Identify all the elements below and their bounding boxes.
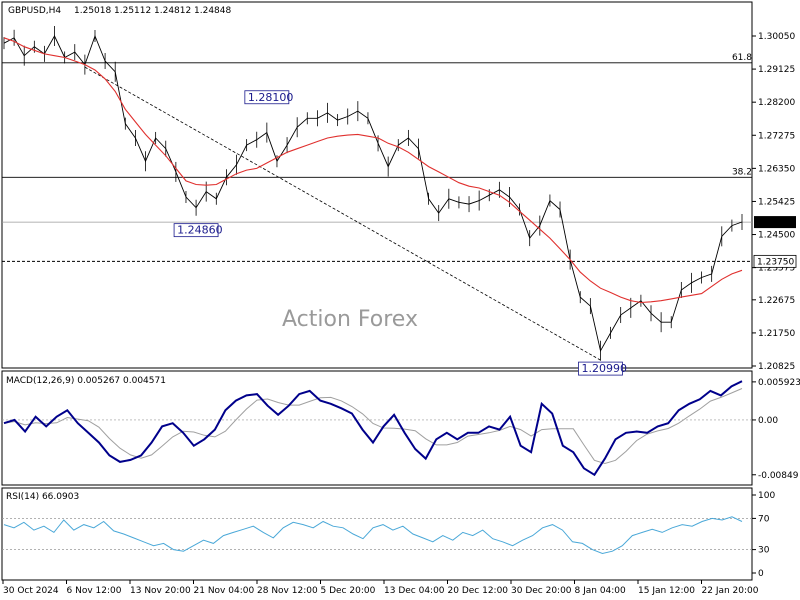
macd-tick-label: 0.005923	[758, 378, 800, 388]
price-annotation-box	[244, 90, 290, 105]
rsi-tick-label: 100	[758, 491, 775, 501]
price-tick-label: 1.26350	[758, 164, 795, 174]
time-axis: 30 Oct 2024 6 Nov 12:00 13 Nov 20:00 21 Nov…	[2, 580, 759, 596]
price-tick-label: 1.21750	[758, 329, 795, 339]
ohlc-high: 1.25112	[114, 6, 151, 16]
price-annotation-label: 1.24860	[177, 224, 223, 237]
ohlc-open: 1.25018	[74, 6, 111, 16]
rsi-layer: 100 70 30 0	[2, 491, 775, 579]
support-level-box	[753, 254, 797, 268]
ohlc-close: 1.24848	[194, 6, 231, 16]
macd-main-line	[3, 380, 743, 477]
time-tick-label: 13 Dec 04:00	[384, 586, 445, 596]
rsi-line	[3, 516, 743, 555]
fib-level-label: 38.2	[732, 167, 752, 177]
price-tick-label: 1.22675	[758, 296, 795, 306]
current-price-label: 1.24848	[757, 218, 794, 228]
price-tick-label: 1.28200	[758, 98, 795, 108]
macd-panel-frame	[1, 370, 753, 486]
watermark-text: Action Forex	[282, 307, 418, 332]
price-axis: 1.30050 1.29125 1.28200 1.27275 1.26350 1.254…	[752, 32, 795, 372]
time-tick-label: 20 Dec 12:00	[448, 586, 509, 596]
macd-label: MACD(12,26,9) 0.005267 0.004571	[6, 376, 166, 386]
rsi-panel-frame	[1, 487, 753, 581]
price-panel-frame	[1, 1, 753, 369]
price-tick-label: 1.25425	[758, 197, 795, 207]
price-tick-label: 1.24500	[758, 231, 795, 241]
time-tick-label: 13 Nov 20:00	[130, 586, 191, 596]
price-tick-label: 1.20825	[758, 362, 795, 372]
price-annotation-box	[578, 361, 623, 376]
symbol-label: GBPUSD,H4	[8, 6, 61, 16]
time-tick-label: 30 Dec 20:00	[511, 586, 572, 596]
fib-level-label: 61.8	[732, 53, 752, 63]
price-tick-label: 1.27275	[758, 131, 795, 141]
price-annotation-label: 1.28100	[248, 91, 293, 104]
price-levels: 61.8 38.2 1.23750 1.24848	[2, 53, 797, 361]
macd-tick-label: -0.00849	[758, 471, 799, 481]
macd-tick-label: 0.00	[758, 416, 778, 426]
time-tick-label: 6 Nov 12:00	[67, 586, 122, 596]
time-tick-label: 5 Dec 20:00	[321, 586, 376, 596]
price-tick-label: 1.29125	[758, 65, 795, 75]
time-tick-label: 8 Jan 04:00	[575, 586, 627, 596]
downtrend-line	[84, 66, 601, 361]
price-annotation-box	[173, 223, 219, 238]
rsi-tick-label: 70	[758, 514, 770, 524]
ohlc-low: 1.24812	[154, 6, 191, 16]
price-annotations: 1.28100 1.24860 1.20990	[173, 90, 627, 376]
time-tick-label: 21 Nov 04:00	[194, 586, 255, 596]
price-tick-label: 1.23575	[758, 264, 795, 274]
time-tick-label: 22 Jan 20:00	[702, 586, 759, 596]
macd-layer: 0.005923 0.00 -0.00849	[2, 378, 800, 481]
time-tick-label: 15 Jan 12:00	[638, 586, 695, 596]
price-header: GBPUSD,H4 1.25018 1.25112 1.24812 1.2484…	[8, 6, 231, 16]
macd-signal-line	[3, 388, 743, 465]
price-line	[3, 34, 743, 353]
time-tick-label: 30 Oct 2024	[3, 586, 59, 596]
rsi-label: RSI(14) 66.0903	[6, 492, 79, 502]
time-tick-label: 28 Nov 12:00	[257, 586, 318, 596]
support-level-label: 1.23750	[757, 257, 794, 267]
current-price-box	[754, 216, 796, 229]
price-tick-label: 1.30050	[758, 32, 795, 42]
price-series-layer	[3, 26, 743, 361]
rsi-tick-label: 0	[758, 569, 764, 579]
moving-average-line	[3, 37, 743, 304]
rsi-tick-label: 30	[758, 546, 770, 556]
price-annotation-label: 1.20990	[581, 362, 627, 375]
